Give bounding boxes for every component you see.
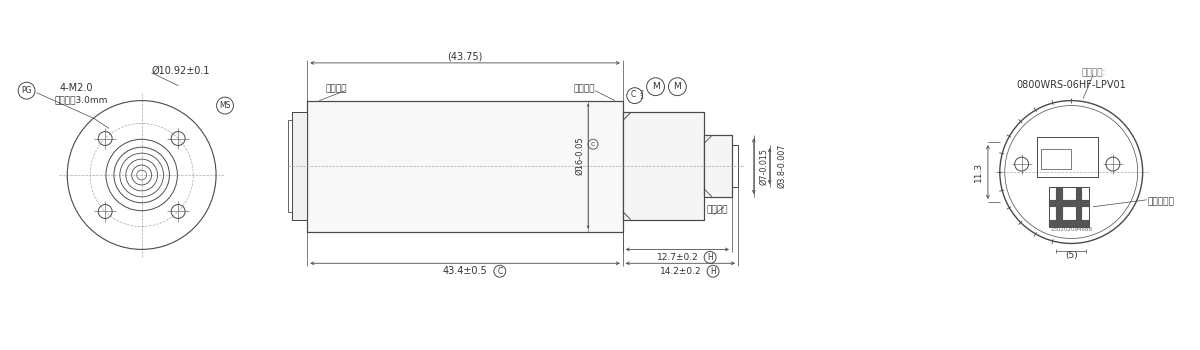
Bar: [1076, 207, 1082, 214]
Text: 230202094888: 230202094888: [1050, 227, 1092, 232]
Bar: [288, 120, 293, 212]
Text: Ø3.8-0.007: Ø3.8-0.007: [778, 144, 786, 188]
Bar: [1069, 220, 1076, 226]
Bar: [1082, 220, 1090, 226]
Text: H: H: [710, 267, 716, 276]
Bar: [1063, 220, 1069, 226]
Text: Ø7-0.015: Ø7-0.015: [760, 148, 768, 184]
Text: 端子型号:: 端子型号:: [1081, 68, 1105, 77]
Text: (43.75): (43.75): [448, 52, 482, 62]
Bar: [1050, 200, 1056, 207]
Text: C: C: [590, 142, 595, 147]
Bar: [732, 145, 738, 187]
Bar: [623, 112, 704, 220]
Bar: [1056, 207, 1063, 214]
Bar: [1050, 187, 1090, 226]
Text: (5): (5): [1064, 251, 1078, 260]
Text: 14.2±0.2: 14.2±0.2: [660, 267, 701, 276]
Text: 激光焊接: 激光焊接: [574, 84, 595, 93]
Text: Ø10.92±0.1: Ø10.92±0.1: [151, 66, 210, 76]
Bar: [1056, 200, 1063, 207]
Bar: [293, 112, 307, 220]
Bar: [293, 112, 307, 220]
Text: 2: 2: [640, 90, 643, 95]
Bar: [1076, 194, 1082, 200]
Text: M: M: [673, 82, 682, 91]
Bar: [704, 135, 732, 197]
Bar: [1076, 214, 1082, 220]
Text: 激光焊接: 激光焊接: [706, 205, 727, 214]
Text: 1: 1: [640, 95, 643, 100]
Bar: [1076, 220, 1082, 226]
Bar: [1069, 200, 1076, 207]
Text: M: M: [652, 82, 660, 91]
Text: MS: MS: [220, 101, 230, 110]
Bar: [623, 112, 704, 220]
Bar: [1056, 220, 1063, 226]
Bar: [1056, 214, 1063, 220]
Text: 0800WRS-06HF-LPV01: 0800WRS-06HF-LPV01: [1016, 80, 1127, 90]
Bar: [1042, 149, 1072, 169]
Text: 43.4±0.5: 43.4±0.5: [443, 266, 487, 276]
Text: 二维码贴纸: 二维码贴纸: [1147, 197, 1175, 206]
Bar: [307, 100, 623, 232]
Text: PG: PG: [22, 86, 32, 95]
Bar: [1056, 187, 1063, 194]
Text: 12.7±0.2: 12.7±0.2: [656, 253, 698, 262]
Bar: [1037, 137, 1098, 177]
Bar: [1082, 200, 1090, 207]
Bar: [1056, 194, 1063, 200]
Bar: [1063, 200, 1069, 207]
Text: 11.3: 11.3: [973, 162, 983, 182]
Text: C: C: [631, 90, 636, 99]
Bar: [1076, 200, 1082, 207]
Bar: [307, 100, 623, 232]
Bar: [1050, 220, 1056, 226]
Bar: [704, 135, 732, 197]
Text: 激光焊接: 激光焊接: [325, 84, 347, 93]
Bar: [1076, 187, 1082, 194]
Text: 有效深度3.0mm: 有效深度3.0mm: [54, 95, 108, 104]
Text: 4-M2.0: 4-M2.0: [59, 83, 92, 93]
Text: H: H: [707, 253, 713, 262]
Text: C: C: [497, 267, 503, 276]
Text: Ø16-0.05: Ø16-0.05: [576, 137, 584, 175]
